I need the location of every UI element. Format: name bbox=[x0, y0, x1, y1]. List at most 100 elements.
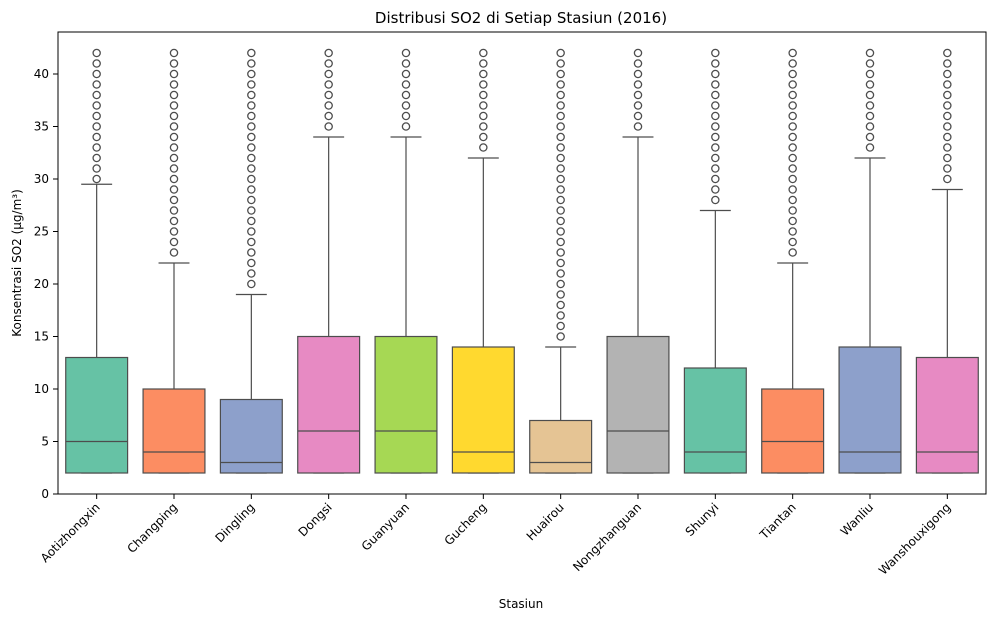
outlier-point bbox=[479, 111, 488, 121]
outlier-point bbox=[247, 69, 256, 79]
outlier-point bbox=[479, 122, 488, 131]
outlier-point bbox=[711, 101, 720, 110]
y-tick-label: 10 bbox=[34, 382, 49, 396]
x-tick-label: Guanyuan bbox=[359, 500, 412, 553]
outlier-point bbox=[247, 206, 256, 215]
outlier-point bbox=[401, 111, 411, 121]
outlier-point bbox=[169, 216, 179, 226]
outlier-point bbox=[556, 132, 565, 142]
outlier-point bbox=[711, 90, 720, 100]
box-group-aotizhongxin bbox=[65, 48, 129, 474]
outlier-point bbox=[788, 153, 797, 163]
x-axis-label: Stasiun bbox=[499, 597, 543, 611]
outlier-point bbox=[711, 164, 720, 173]
outlier-point bbox=[556, 206, 565, 215]
x-tick-label: Dingling bbox=[212, 500, 257, 545]
outlier-point bbox=[247, 269, 256, 278]
outlier-point bbox=[788, 237, 797, 247]
outlier-point bbox=[943, 80, 952, 89]
outlier-point bbox=[788, 90, 797, 100]
outlier-point bbox=[556, 101, 565, 110]
outlier-point bbox=[401, 59, 411, 68]
outlier-point bbox=[92, 69, 101, 79]
y-tick-label: 5 bbox=[41, 435, 49, 449]
outlier-point bbox=[556, 195, 565, 205]
outlier-point bbox=[711, 69, 720, 79]
axes: 0 5 10 15 20 25 30 35 40 Aotizhongxin Changping Din… bbox=[34, 67, 954, 578]
outlier-point bbox=[324, 59, 333, 68]
outlier-point bbox=[556, 300, 565, 310]
box-group-gucheng bbox=[451, 48, 515, 474]
outlier-point bbox=[943, 59, 952, 68]
outlier-point bbox=[92, 111, 101, 121]
outlier-point bbox=[943, 122, 952, 131]
outlier-point bbox=[247, 59, 256, 68]
y-tick-label: 30 bbox=[34, 172, 49, 186]
box-group-nongzhanguan bbox=[606, 48, 670, 474]
outlier-point bbox=[556, 143, 565, 152]
outlier-point bbox=[247, 258, 256, 268]
box bbox=[529, 419, 593, 474]
y-tick-label: 40 bbox=[34, 67, 49, 81]
outlier-point bbox=[556, 248, 565, 257]
outlier-point bbox=[711, 174, 720, 184]
outlier-point bbox=[788, 174, 797, 184]
outlier-point bbox=[943, 90, 952, 100]
x-tick-label: Changping bbox=[124, 500, 180, 556]
outlier-point bbox=[788, 132, 797, 142]
outlier-point bbox=[169, 59, 179, 68]
x-tick-label: Tiantan bbox=[756, 500, 798, 542]
outlier-point bbox=[633, 69, 643, 79]
outlier-point bbox=[169, 111, 179, 121]
box-group-changping bbox=[142, 48, 206, 474]
x-tick-label: Wanshouxigong bbox=[876, 500, 953, 577]
box bbox=[374, 335, 438, 474]
outlier-point bbox=[865, 143, 875, 152]
outlier-point bbox=[169, 227, 179, 236]
outlier-point bbox=[711, 111, 720, 121]
plot-frame bbox=[57, 31, 987, 495]
outlier-point bbox=[92, 132, 101, 142]
y-tick-label: 15 bbox=[34, 330, 49, 344]
x-tick-label: Shunyi bbox=[683, 500, 722, 539]
outlier-point bbox=[788, 101, 797, 110]
box bbox=[65, 356, 129, 474]
box bbox=[451, 346, 515, 474]
outlier-point bbox=[92, 122, 101, 131]
outlier-point bbox=[479, 143, 488, 152]
box bbox=[142, 388, 206, 474]
x-tick-label: Wanliu bbox=[838, 500, 876, 538]
y-tick-label: 20 bbox=[34, 277, 49, 291]
outlier-point bbox=[865, 90, 875, 100]
outlier-point bbox=[324, 80, 333, 89]
box-group-wanshouxigong bbox=[915, 48, 979, 474]
outlier-point bbox=[556, 279, 565, 289]
outlier-point bbox=[633, 122, 643, 131]
outlier-point bbox=[556, 80, 565, 89]
outlier-point bbox=[788, 195, 797, 205]
outlier-point bbox=[556, 185, 565, 194]
outlier-point bbox=[633, 111, 643, 121]
outlier-point bbox=[247, 279, 256, 289]
outlier-point bbox=[247, 132, 256, 142]
outlier-point bbox=[711, 122, 720, 131]
outlier-point bbox=[943, 153, 952, 163]
box bbox=[915, 356, 979, 474]
outlier-point bbox=[556, 164, 565, 173]
outlier-point bbox=[324, 101, 333, 110]
outlier-point bbox=[788, 216, 797, 226]
outlier-point bbox=[247, 185, 256, 194]
outlier-point bbox=[788, 59, 797, 68]
box bbox=[761, 388, 825, 474]
box-group-huairou bbox=[529, 48, 593, 474]
outlier-point bbox=[92, 164, 101, 173]
outlier-point bbox=[943, 132, 952, 142]
outlier-point bbox=[943, 69, 952, 79]
outlier-point bbox=[92, 80, 101, 89]
outlier-point bbox=[711, 132, 720, 142]
y-tick-label: 35 bbox=[34, 120, 49, 134]
outlier-point bbox=[169, 195, 179, 205]
outlier-point bbox=[92, 90, 101, 100]
outlier-point bbox=[865, 48, 875, 58]
